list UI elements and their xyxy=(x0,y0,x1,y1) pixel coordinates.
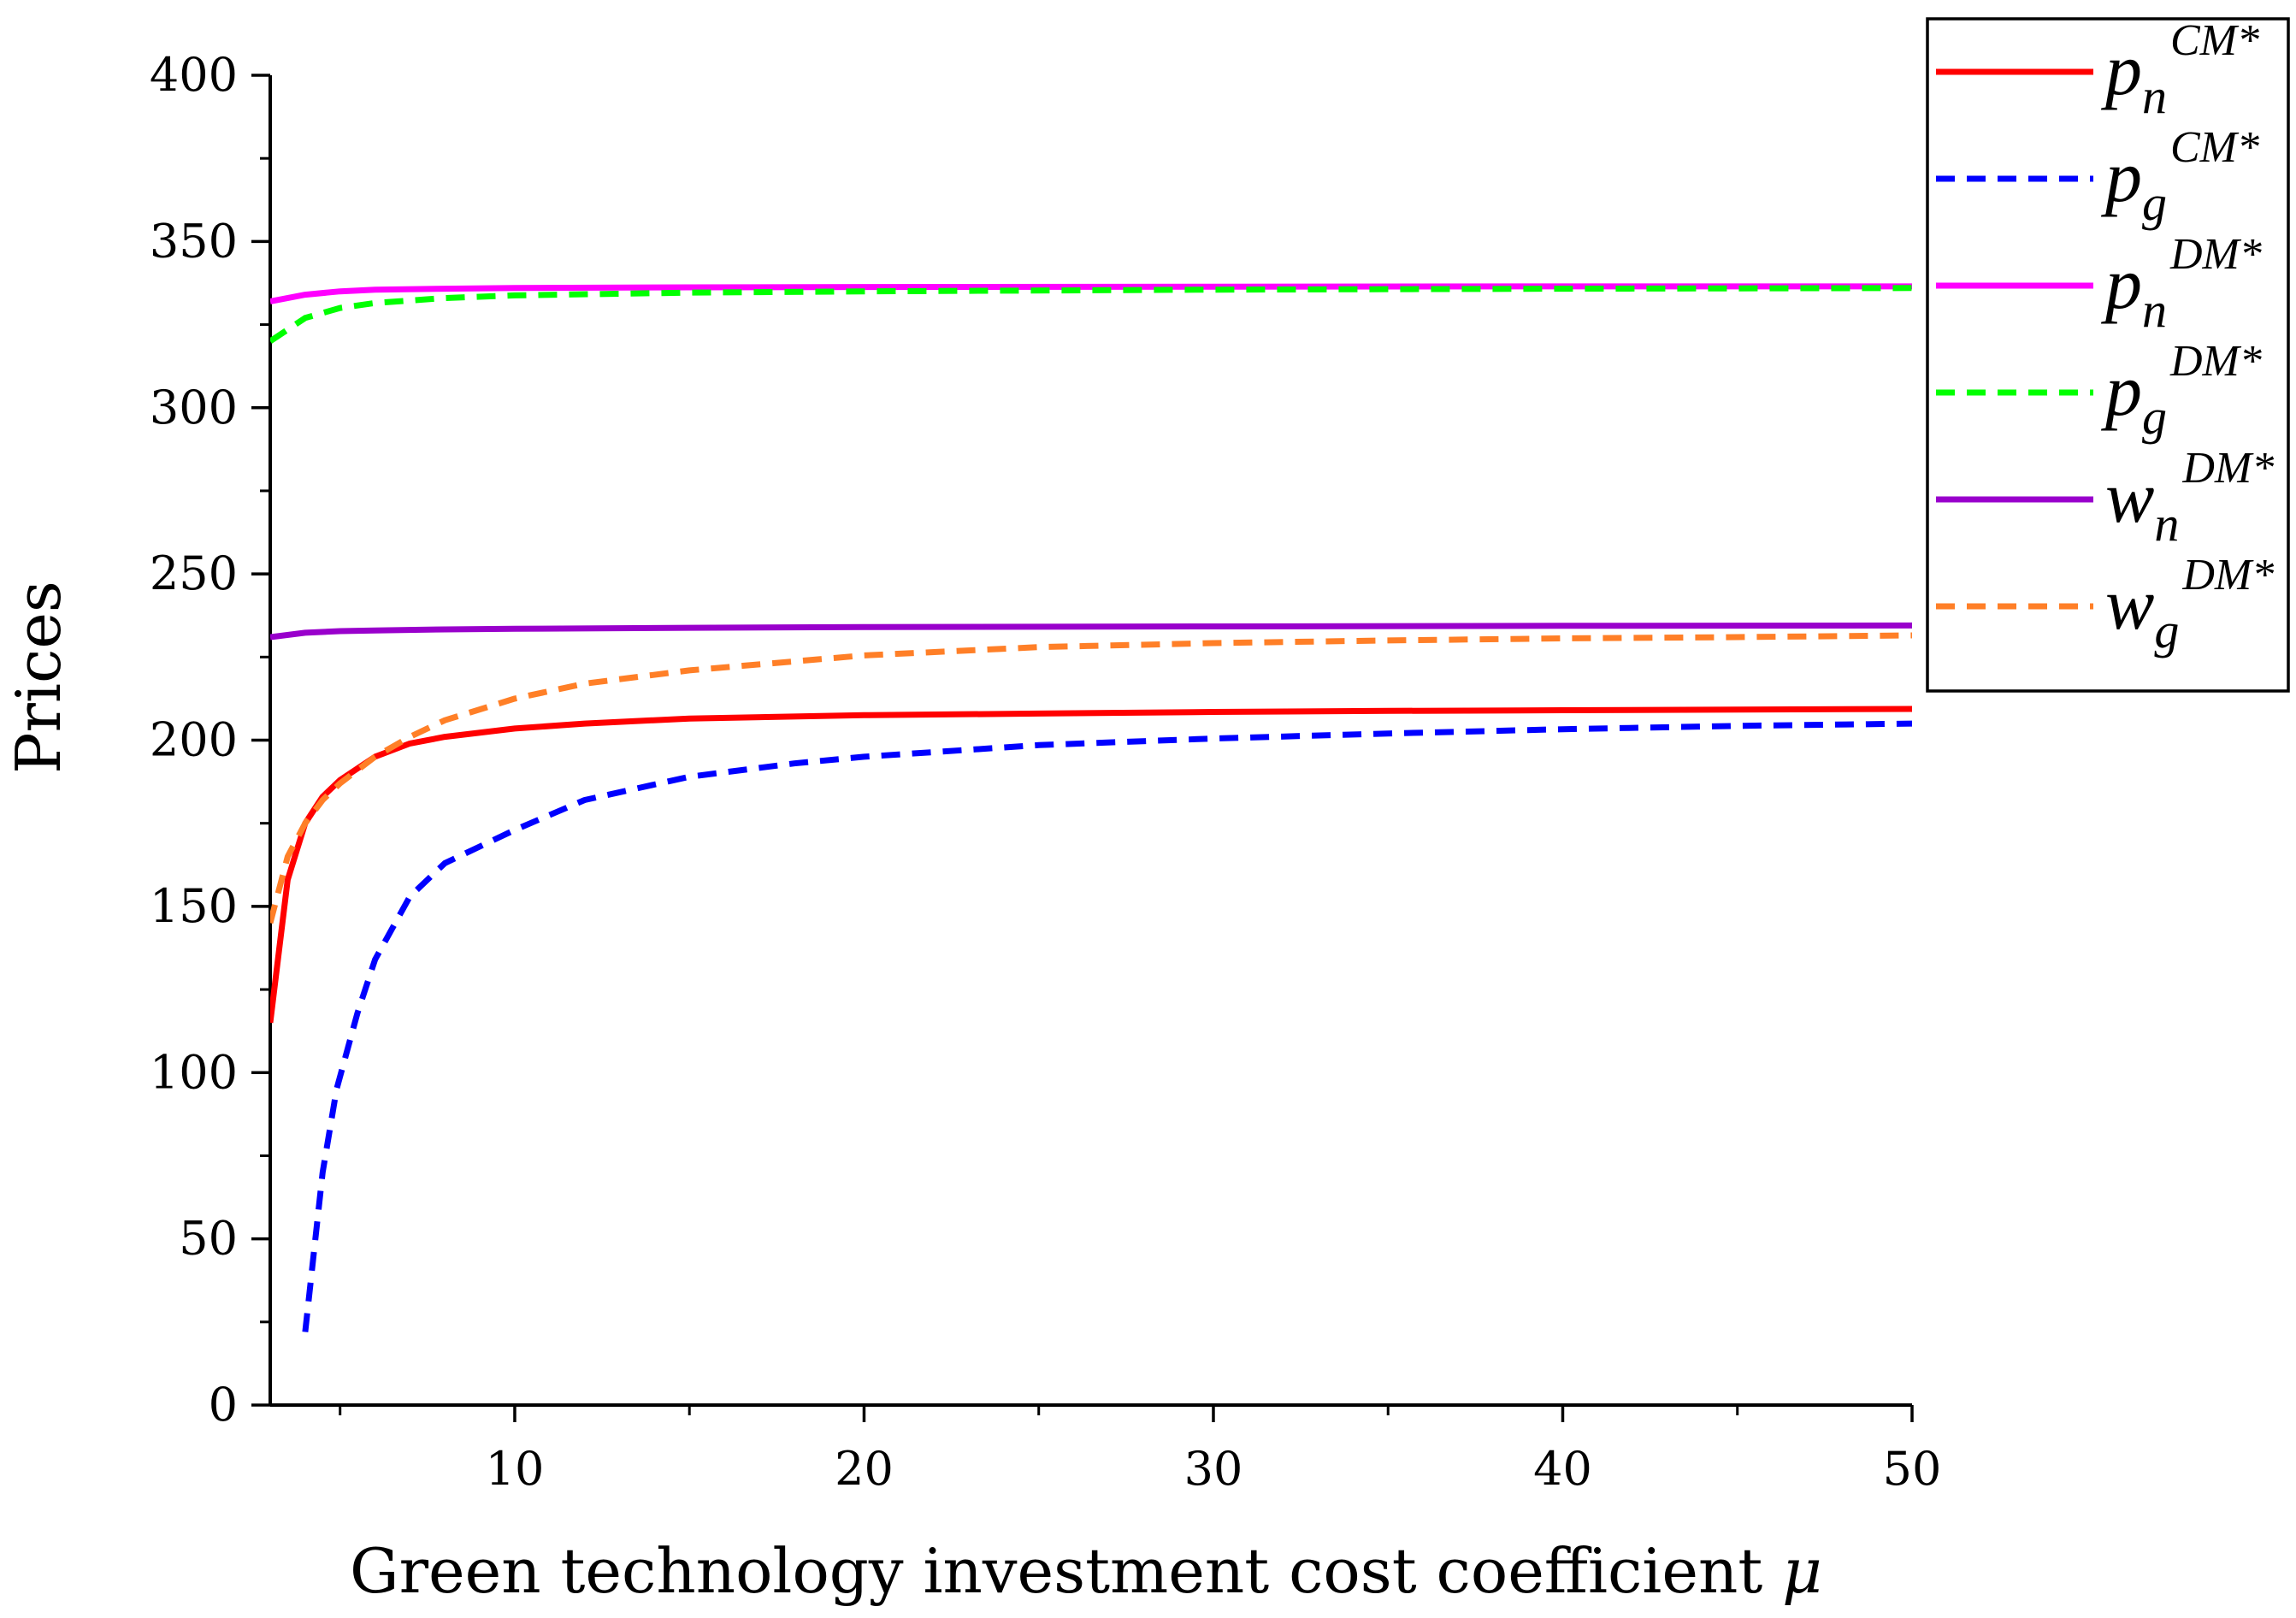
legend-label-3: pnDM* xyxy=(2100,230,2262,338)
legend-label-sup: DM* xyxy=(2169,230,2262,279)
x-axis-title: Green technology investment cost coeffic… xyxy=(350,1535,1822,1607)
x-tick-label: 10 xyxy=(486,1442,545,1496)
legend-label-base: w xyxy=(2105,456,2154,538)
legend-label-5: wnDM* xyxy=(2105,444,2274,552)
y-tick-label: 50 xyxy=(179,1212,238,1266)
x-axis-title-text: Green technology investment cost coeffic… xyxy=(350,1535,1762,1607)
series-line-4 xyxy=(270,285,1912,344)
x-axis-title-symbol: μ xyxy=(1782,1535,1822,1607)
legend-label-sub: g xyxy=(2154,603,2179,658)
y-tick-label: 200 xyxy=(150,713,238,767)
series-line-5 xyxy=(270,622,1912,641)
tick-labels: 0 50 100 150 200 250 300 350 400 10 20 30 40 50 xyxy=(150,48,1941,1496)
series-line-3 xyxy=(270,283,1912,304)
legend-label-sup: CM* xyxy=(2170,123,2259,172)
legend-label-1: pnCM* xyxy=(2100,16,2259,124)
legend-label-sub: n xyxy=(2142,68,2167,124)
legend-label-base: p xyxy=(2100,242,2142,324)
legend-label-sup: DM* xyxy=(2169,337,2262,386)
y-tick-label: 300 xyxy=(150,381,238,434)
series-line-2 xyxy=(302,720,1912,1332)
legend-label-sub: g xyxy=(2142,175,2167,231)
legend: pnCM*pgCM*pnDM*pgDM*wnDM*wgDM* xyxy=(1926,16,2290,693)
x-tick-label: 20 xyxy=(835,1442,894,1496)
legend-label-sub: n xyxy=(2154,496,2179,552)
legend-label-base: p xyxy=(2100,349,2142,431)
legend-label-4: pgDM* xyxy=(2100,337,2262,445)
series-line-6 xyxy=(270,632,1912,924)
y-tick-label: 150 xyxy=(150,879,238,933)
y-tick-label: 100 xyxy=(150,1045,238,1099)
x-tick-label: 40 xyxy=(1533,1442,1592,1496)
legend-label-sup: CM* xyxy=(2170,16,2259,65)
legend-label-sup: DM* xyxy=(2181,444,2274,493)
y-tick-label: 350 xyxy=(150,214,238,268)
legend-label-base: w xyxy=(2105,563,2154,645)
x-tick-label: 50 xyxy=(1883,1442,1942,1496)
y-axis-title: Prices xyxy=(3,581,74,774)
plot-axes xyxy=(251,74,1914,1422)
x-tick-label: 30 xyxy=(1184,1442,1243,1496)
legend-label-6: wgDM* xyxy=(2105,551,2274,658)
legend-label-sub: n xyxy=(2142,282,2167,338)
y-tick-label: 0 xyxy=(209,1378,238,1432)
legend-label-2: pgCM* xyxy=(2100,123,2259,231)
legend-box xyxy=(1926,17,2290,693)
legend-label-sub: g xyxy=(2142,389,2167,445)
legend-label-sup: DM* xyxy=(2181,551,2274,599)
y-tick-label: 250 xyxy=(150,546,238,600)
legend-label-base: p xyxy=(2100,28,2142,110)
legend-label-base: p xyxy=(2100,135,2142,217)
plot-series xyxy=(270,283,1912,1332)
y-tick-label: 400 xyxy=(150,48,238,102)
